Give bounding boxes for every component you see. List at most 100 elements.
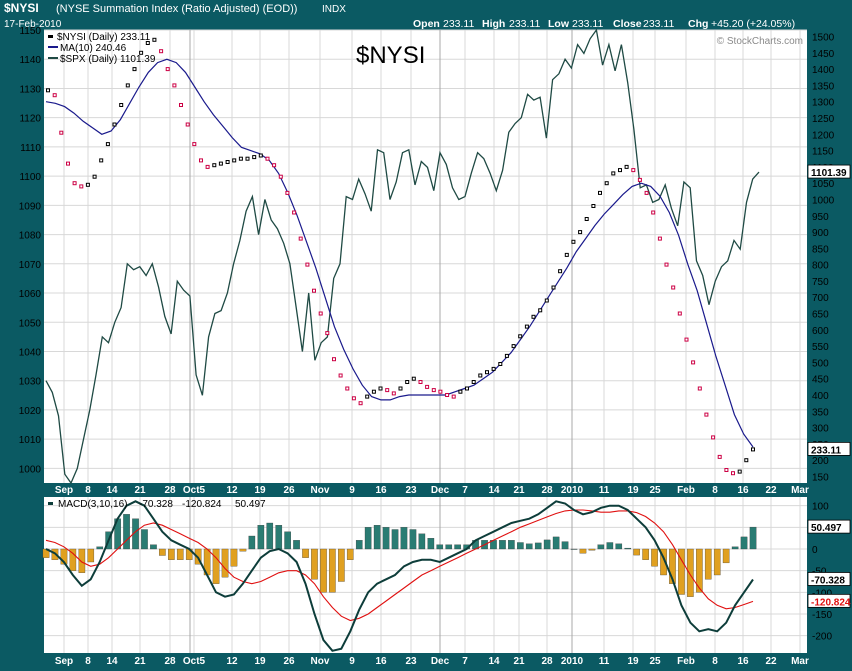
macd-histogram-bar-59 [570, 548, 578, 550]
nysi-point-13 [132, 67, 137, 72]
x-tick-label-12: 23 [405, 485, 417, 496]
macd-histogram-bar-38 [382, 527, 390, 550]
nysi-point-100 [711, 435, 716, 440]
nysi-point-54 [405, 380, 410, 384]
x-tick-label-3: 21 [134, 656, 146, 667]
macd-histogram-bar-37 [373, 525, 381, 550]
macd-hist-marker-text: 50.497 [811, 523, 842, 534]
nysi-point-78 [564, 252, 569, 257]
nysi-point-74 [538, 308, 543, 313]
nysi-point-106 [751, 447, 755, 452]
macd-signal-marker-box [807, 593, 851, 608]
macd-histogram-bar-73 [696, 548, 703, 593]
macd-histogram-bar-70 [669, 548, 676, 584]
x-tick-label-21: 25 [649, 656, 661, 667]
left-tick-label-8: 1080 [19, 231, 42, 242]
macd-histogram-bar-51 [499, 540, 506, 550]
right-tick-label-13: 800 [812, 261, 829, 272]
right-tick-label-18: 1050 [812, 179, 835, 190]
x-tick-label-8: 26 [283, 485, 295, 496]
x-tick-label-20: 19 [627, 485, 639, 496]
header-open-label: Open [413, 18, 440, 30]
x-tick-label-5: Oct5 [183, 485, 206, 496]
nysi-point-11 [119, 103, 124, 107]
nysi-point-95 [677, 311, 682, 316]
nysi-point-83 [598, 190, 602, 195]
x-tick-label-21: 25 [649, 485, 661, 496]
macd-tick-label-2: -100 [812, 588, 832, 599]
nysi-point-51 [385, 388, 390, 393]
x-tick-label-16: 21 [513, 656, 525, 667]
nysi-point-30 [245, 156, 250, 161]
nysi-point-2 [59, 130, 64, 135]
x-tick-label-20: 19 [627, 656, 639, 667]
macd-histogram-bar-14 [168, 548, 175, 560]
macd-histogram-bar-23 [248, 535, 256, 550]
macd-histogram-bar-41 [409, 529, 417, 550]
nysi-point-5 [79, 184, 84, 189]
header: $NYSI (NYSE Summation Index (Ratio Adjus… [4, 1, 795, 30]
header-close-label: Close [613, 18, 642, 30]
macd-histogram-bar-71 [678, 548, 685, 595]
x-tick-label-25: 22 [765, 656, 777, 667]
macd-histogram-bar-29 [302, 548, 309, 558]
nysi-point-71 [518, 334, 523, 339]
main-grid [44, 29, 807, 483]
nysi-point-96 [684, 337, 689, 342]
legend-ma: MA(10) 240.46 [60, 43, 127, 54]
legend-macd-v2: -120.824 [182, 499, 222, 510]
macd-histogram-bar-65 [624, 547, 632, 550]
macd-tick-label-6: 100 [812, 502, 829, 513]
x-tick-label-26: Mar [791, 656, 809, 667]
macd-histogram-bar-39 [391, 529, 399, 550]
x-tick-label-23: 8 [712, 656, 718, 667]
x-tick-label-11: 16 [375, 485, 387, 496]
macd-histogram-bar-30 [311, 548, 318, 580]
nysi-point-35 [278, 174, 283, 179]
nysi-point-43 [332, 357, 336, 362]
legend-macd-v1: -70.328 [139, 499, 173, 510]
nysi-point-20 [179, 103, 183, 107]
macd-right-axis: -200-150-100-5005010050.497-70.328-120.8… [807, 502, 851, 643]
nysi-point-42 [325, 331, 330, 336]
macd-histogram-bar-57 [552, 536, 560, 550]
nysi-point-87 [624, 164, 629, 169]
main-left-axis: 1000 1010 1020 1030 1040 1050 1060 1070 1080 1090… [19, 26, 42, 475]
right-tick-label-7: 500 [812, 358, 829, 369]
right-tick-label-20: 1150 [812, 147, 834, 158]
macd-histogram-bar-10 [132, 518, 139, 550]
x-tick-label-10: 9 [349, 485, 355, 496]
macd-histogram-bar-64 [615, 543, 623, 550]
nysi-point-65 [478, 373, 483, 378]
x-tick-label-14: 7 [462, 656, 468, 667]
header-name: (NYSE Summation Index (Ratio Adjusted) (… [56, 3, 297, 15]
header-high: 233.11 [509, 18, 540, 30]
nysi-point-36 [285, 190, 290, 195]
macd-histogram-bar-9 [123, 514, 130, 550]
nysi-point-85 [611, 171, 616, 176]
nysi-point-15 [145, 41, 150, 45]
nysi-last-marker-text: 233.11 [811, 445, 841, 456]
header-exchange: INDX [322, 4, 346, 15]
nysi-point-61 [451, 394, 456, 399]
nysi-point-105 [744, 458, 749, 463]
nysi-point-47 [358, 401, 363, 406]
left-tick-label-4: 1040 [19, 347, 42, 358]
right-tick-label-27: 1500 [812, 33, 835, 44]
right-tick-label-11: 700 [812, 293, 829, 304]
x-tick-label-0: Sep [55, 656, 73, 667]
nysi-point-75 [544, 298, 549, 303]
left-tick-label-0: 1000 [19, 464, 42, 475]
main-legend: $NYSI (Daily) 233.11 MA(10) 240.46 $SPX … [48, 32, 156, 65]
x-tick-label-9: Nov [311, 656, 330, 667]
main-x-axis: Sep 8 14 21 28 Oct5 12 19 26 Nov 9 16 23 Dec 7 14 21 28 20… [55, 485, 809, 496]
x-tick-label-0: Sep [55, 485, 73, 496]
right-tick-label-8: 550 [812, 342, 829, 353]
x-tick-label-8: 26 [283, 656, 295, 667]
left-tick-label-1: 1010 [19, 435, 42, 446]
macd-histogram-bar-43 [427, 538, 435, 550]
macd-line-marker-text: -70.328 [811, 575, 845, 586]
macd-histogram-bar-45 [445, 544, 453, 550]
x-tick-label-15: 14 [488, 656, 500, 667]
